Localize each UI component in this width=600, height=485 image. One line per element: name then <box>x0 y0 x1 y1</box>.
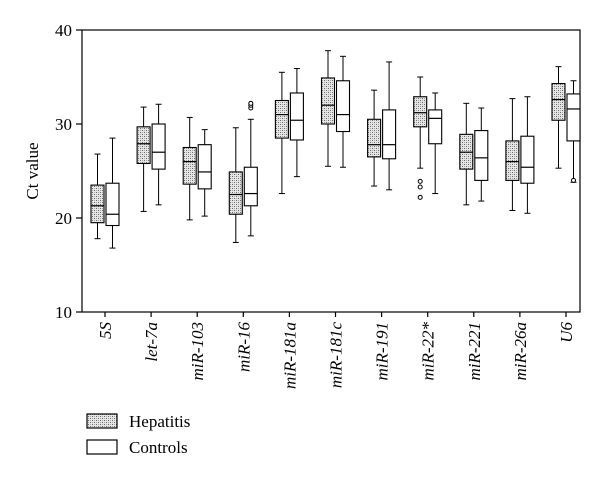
box-controls <box>289 68 304 178</box>
legend-swatch-controls <box>86 439 118 455</box>
y-axis-title: Ct value <box>23 142 42 199</box>
iqr-box <box>197 144 212 190</box>
box-hepatitis <box>182 116 197 221</box>
x-category-label: miR-26a <box>511 322 530 381</box>
box-hepatitis <box>367 89 382 187</box>
y-axis: 10 20 30 40 <box>55 21 82 322</box>
iqr-box <box>520 135 535 184</box>
box-controls <box>197 129 212 217</box>
legend-swatch-hepatitis <box>86 413 118 429</box>
outlier-point <box>417 184 423 190</box>
box-hepatitis <box>90 153 105 240</box>
iqr-box <box>367 118 382 158</box>
x-category-label: miR-103 <box>188 322 207 381</box>
iqr-box <box>90 184 105 224</box>
iqr-box <box>182 146 197 185</box>
y-tick-label: 40 <box>55 21 72 40</box>
box-controls <box>520 96 535 214</box>
box-controls <box>151 103 166 206</box>
iqr-box <box>320 77 336 125</box>
iqr-box <box>289 92 304 141</box>
iqr-box <box>335 80 351 133</box>
x-category-label: miR-221 <box>465 322 484 381</box>
x-axis: 5S let-7a miR-103 miR-16 miR-181a miR-181c miR… <box>96 312 576 389</box>
box-controls <box>474 107 489 202</box>
outlier-point <box>417 178 423 184</box>
y-tick-label: 10 <box>55 303 72 322</box>
plot-frame <box>81 29 581 313</box>
iqr-box <box>105 182 120 227</box>
legend-label-hepatitis: Hepatitis <box>129 412 190 431</box>
x-category-label: miR-181a <box>280 322 299 389</box>
iqr-box <box>413 96 428 128</box>
box-controls <box>335 55 351 168</box>
x-category-label: 5S <box>96 322 115 340</box>
box-hepatitis <box>136 106 151 212</box>
iqr-box <box>151 123 166 170</box>
box-hepatitis <box>459 102 474 206</box>
box-controls <box>566 80 581 183</box>
outlier-point <box>571 177 576 183</box>
iqr-box <box>428 109 443 145</box>
iqr-box <box>382 109 397 160</box>
x-category-label: miR-22* <box>419 322 438 381</box>
y-tick-label: 20 <box>55 209 72 228</box>
box-hepatitis <box>320 50 336 167</box>
box-controls <box>105 137 120 249</box>
iqr-box <box>228 171 243 215</box>
box-controls <box>428 92 443 195</box>
iqr-box <box>136 126 151 165</box>
box-hepatitis <box>505 98 520 211</box>
iqr-box <box>566 93 581 142</box>
iqr-box <box>505 140 520 181</box>
outlier-point <box>248 100 254 106</box>
x-category-label: miR-181c <box>327 322 346 389</box>
box-series <box>90 50 581 249</box>
x-category-label: U6 <box>557 322 576 343</box>
iqr-box <box>474 130 489 181</box>
iqr-box <box>551 83 566 121</box>
y-tick-label: 30 <box>55 115 72 134</box>
legend-label-controls: Controls <box>129 438 188 457</box>
box-controls <box>382 61 397 191</box>
legend: Hepatitis Controls <box>86 412 190 457</box>
outlier-point <box>417 194 423 200</box>
x-category-label: miR-191 <box>373 322 392 381</box>
box-controls <box>243 100 258 237</box>
box-hepatitis <box>228 127 243 243</box>
box-hepatitis <box>413 76 428 200</box>
x-category-label: miR-16 <box>234 322 253 373</box>
x-category-label: let-7a <box>142 322 161 362</box>
iqr-box <box>243 166 258 207</box>
box-hepatitis <box>551 66 566 169</box>
box-hepatitis <box>274 71 289 195</box>
iqr-box <box>274 99 289 139</box>
